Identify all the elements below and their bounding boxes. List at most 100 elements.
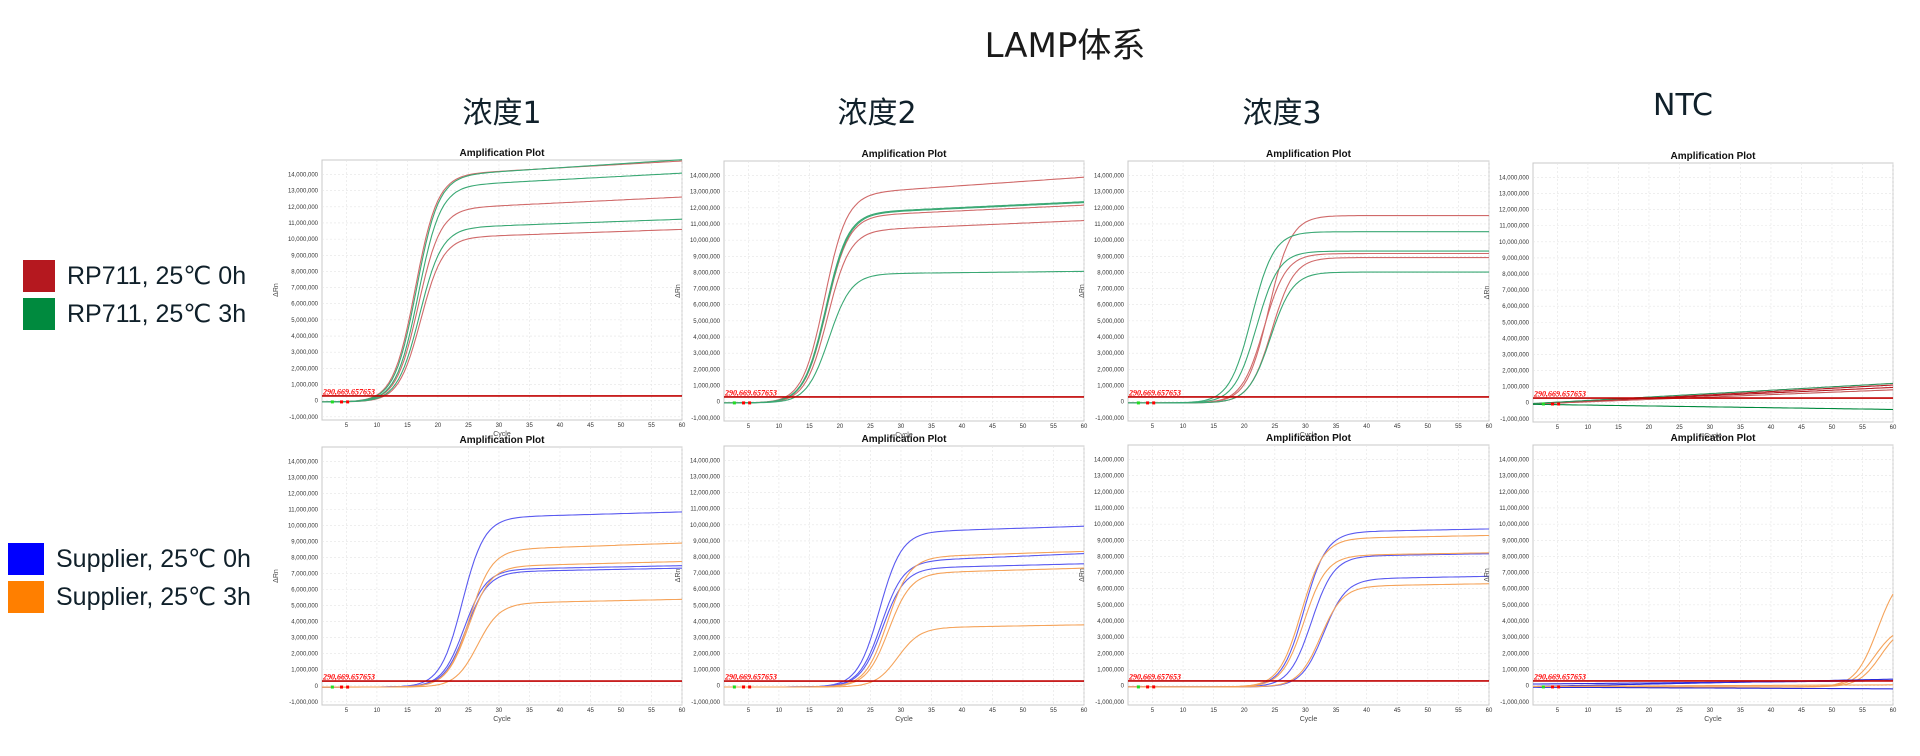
x-axis-label: Cycle bbox=[1300, 716, 1318, 723]
y-tick-label: 4,000,000 bbox=[291, 334, 318, 340]
plot-title: Amplification Plot bbox=[460, 148, 546, 159]
amplification-plot-bottom-ntc: Amplification Plot 5 10 15 20 25 30 35 40 45 50 55 6… bbox=[1481, 431, 1899, 731]
y-tick-label: 2,000,000 bbox=[1502, 369, 1529, 375]
y-tick-label: 9,000,000 bbox=[693, 254, 720, 260]
y-tick-label: 14,000,000 bbox=[288, 459, 319, 465]
y-tick-label: 12,000,000 bbox=[288, 491, 319, 497]
x-tick-label: 50 bbox=[1424, 708, 1431, 714]
amplification-curve bbox=[322, 159, 683, 403]
threshold-label: 290,669.657653 bbox=[724, 388, 777, 397]
amplification-curve bbox=[1532, 389, 1894, 405]
y-tick-label: 1,000,000 bbox=[291, 668, 318, 674]
y-axis-label: ΔRn bbox=[1484, 286, 1491, 300]
legend-label: RP711, 25℃ 3h bbox=[67, 300, 247, 328]
y-tick-label: 5,000,000 bbox=[1097, 319, 1124, 325]
x-tick-label: 45 bbox=[1798, 425, 1805, 431]
amplification-curve bbox=[1533, 639, 1894, 688]
y-tick-label: 9,000,000 bbox=[1502, 256, 1529, 262]
legend-item-supplier-0h: Supplier, 25℃ 0h bbox=[8, 540, 251, 578]
y-tick-label: 6,000,000 bbox=[1097, 587, 1124, 593]
y-tick-label: 2,000,000 bbox=[693, 652, 720, 658]
y-tick-label: 1,000,000 bbox=[1097, 667, 1124, 673]
y-tick-label: 6,000,000 bbox=[291, 588, 318, 594]
y-tick-label: 6,000,000 bbox=[693, 587, 720, 593]
baseline-marker[interactable] bbox=[1146, 401, 1150, 405]
y-tick-label: 8,000,000 bbox=[1097, 270, 1124, 276]
legend-supplier: Supplier, 25℃ 0h Supplier, 25℃ 3h bbox=[8, 540, 251, 616]
baseline-marker[interactable] bbox=[1152, 401, 1156, 405]
x-tick-label: 40 bbox=[557, 708, 564, 714]
baseline-marker[interactable] bbox=[340, 400, 344, 404]
x-tick-label: 30 bbox=[496, 708, 503, 714]
x-tick-label: 40 bbox=[959, 708, 966, 714]
y-tick-label: 2,000,000 bbox=[693, 367, 720, 373]
y-tick-label: 10,000,000 bbox=[288, 237, 319, 243]
x-tick-label: 10 bbox=[374, 708, 381, 714]
y-tick-label: 3,000,000 bbox=[693, 351, 720, 357]
baseline-marker[interactable] bbox=[330, 400, 334, 404]
x-tick-label: 45 bbox=[989, 708, 996, 714]
y-tick-label: 8,000,000 bbox=[291, 269, 318, 275]
y-tick-label: 1,000,000 bbox=[1502, 385, 1529, 391]
y-tick-label: 0 bbox=[1526, 684, 1530, 690]
column-header-ntc: NTC bbox=[1653, 88, 1713, 123]
plot-svg: Amplification Plot 5 10 15 20 25 30 35 40 45 50 55 6… bbox=[1079, 433, 1493, 723]
baseline-marker[interactable] bbox=[1557, 685, 1561, 689]
baseline-marker[interactable] bbox=[346, 400, 350, 404]
baseline-marker[interactable] bbox=[1136, 401, 1140, 405]
baseline-marker[interactable] bbox=[1146, 685, 1150, 689]
baseline-marker[interactable] bbox=[1551, 402, 1555, 406]
y-tick-label: 13,000,000 bbox=[1499, 192, 1530, 198]
y-tick-label: -1,000,000 bbox=[289, 700, 318, 706]
baseline-marker[interactable] bbox=[1152, 685, 1156, 689]
amplification-curve bbox=[724, 270, 1085, 404]
baseline-marker[interactable] bbox=[1557, 402, 1561, 406]
baseline-marker[interactable] bbox=[748, 685, 752, 689]
x-tick-label: 10 bbox=[1585, 708, 1592, 714]
baseline-marker[interactable] bbox=[748, 401, 752, 405]
x-tick-label: 30 bbox=[898, 424, 905, 430]
x-tick-label: 55 bbox=[1455, 424, 1462, 430]
x-tick-label: 15 bbox=[404, 708, 411, 714]
figure-title-text: LAMP体系 bbox=[984, 26, 1146, 66]
y-tick-label: 5,000,000 bbox=[1097, 603, 1124, 609]
y-tick-label: 5,000,000 bbox=[1502, 603, 1529, 609]
y-tick-label: 10,000,000 bbox=[1094, 238, 1125, 244]
y-tick-label: 7,000,000 bbox=[291, 286, 318, 292]
threshold-label: 290,669.657653 bbox=[1533, 390, 1586, 399]
plot-area bbox=[1532, 162, 1894, 423]
baseline-marker[interactable] bbox=[1541, 685, 1545, 689]
x-tick-label: 10 bbox=[1585, 425, 1592, 431]
y-tick-label: -1,000,000 bbox=[691, 700, 720, 706]
x-tick-label: 35 bbox=[928, 424, 935, 430]
y-tick-label: 2,000,000 bbox=[1097, 367, 1124, 373]
y-tick-label: 9,000,000 bbox=[1097, 254, 1124, 260]
baseline-marker[interactable] bbox=[742, 685, 746, 689]
plot-svg: Amplification Plot 5 10 15 20 25 30 35 40 45 50 55 6… bbox=[273, 435, 686, 723]
y-tick-label: 1,000,000 bbox=[291, 382, 318, 388]
baseline-marker[interactable] bbox=[742, 401, 746, 405]
x-tick-label: 40 bbox=[557, 423, 564, 429]
x-tick-label: 25 bbox=[1272, 708, 1279, 714]
x-tick-label: 45 bbox=[587, 708, 594, 714]
baseline-marker[interactable] bbox=[732, 685, 736, 689]
x-tick-label: 15 bbox=[1210, 708, 1217, 714]
baseline-marker[interactable] bbox=[1551, 685, 1555, 689]
amplification-curve bbox=[322, 196, 683, 403]
y-tick-label: 2,000,000 bbox=[291, 652, 318, 658]
plot-area bbox=[1127, 160, 1490, 422]
y-tick-label: 5,000,000 bbox=[693, 319, 720, 325]
y-tick-label: 4,000,000 bbox=[1502, 619, 1529, 625]
baseline-marker[interactable] bbox=[330, 685, 334, 689]
baseline-marker[interactable] bbox=[732, 401, 736, 405]
x-tick-label: 10 bbox=[1180, 424, 1187, 430]
x-tick-label: 5 bbox=[345, 423, 349, 429]
baseline-marker[interactable] bbox=[340, 685, 344, 689]
x-axis-label: Cycle bbox=[895, 432, 913, 439]
y-tick-label: 8,000,000 bbox=[693, 555, 720, 561]
y-tick-label: 0 bbox=[717, 684, 721, 690]
baseline-marker[interactable] bbox=[1541, 402, 1545, 406]
baseline-marker[interactable] bbox=[1136, 685, 1140, 689]
y-axis-label: ΔRn bbox=[1484, 568, 1491, 582]
baseline-marker[interactable] bbox=[346, 685, 350, 689]
